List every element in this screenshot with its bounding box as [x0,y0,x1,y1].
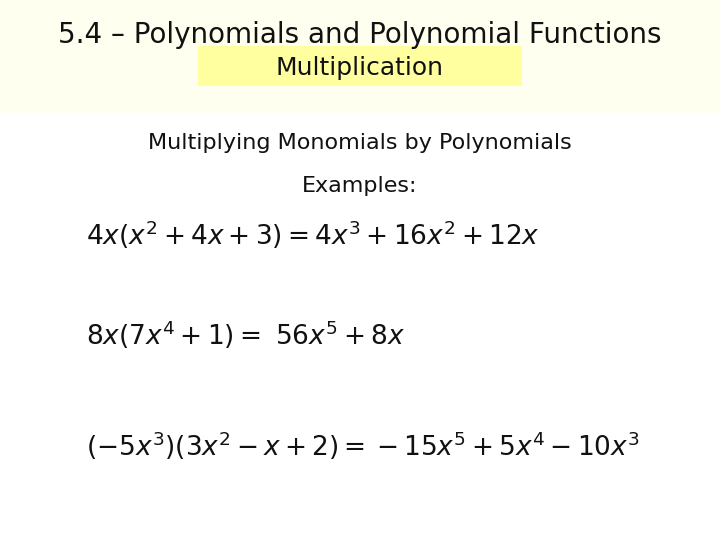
Text: $4x\left(x^{2}+4x+3\right)= 4x^{3}+16x^{2}+12x$: $4x\left(x^{2}+4x+3\right)= 4x^{3}+16x^{… [86,219,540,251]
Text: Multiplying Monomials by Polynomials: Multiplying Monomials by Polynomials [148,133,572,153]
Text: Multiplication: Multiplication [276,56,444,80]
Text: $\left(-5x^{3}\right)\left(3x^{2}-x+2\right)= -15x^{5}+5x^{4}-10x^{3}$: $\left(-5x^{3}\right)\left(3x^{2}-x+2\ri… [86,429,640,462]
Text: 5.4 – Polynomials and Polynomial Functions: 5.4 – Polynomials and Polynomial Functio… [58,21,662,49]
Text: $8x\left(7x^{4}+1\right)=\ 56x^{5}+8x$: $8x\left(7x^{4}+1\right)=\ 56x^{5}+8x$ [86,319,405,351]
Text: Examples:: Examples: [302,176,418,197]
FancyBboxPatch shape [198,46,522,86]
FancyBboxPatch shape [0,113,720,540]
